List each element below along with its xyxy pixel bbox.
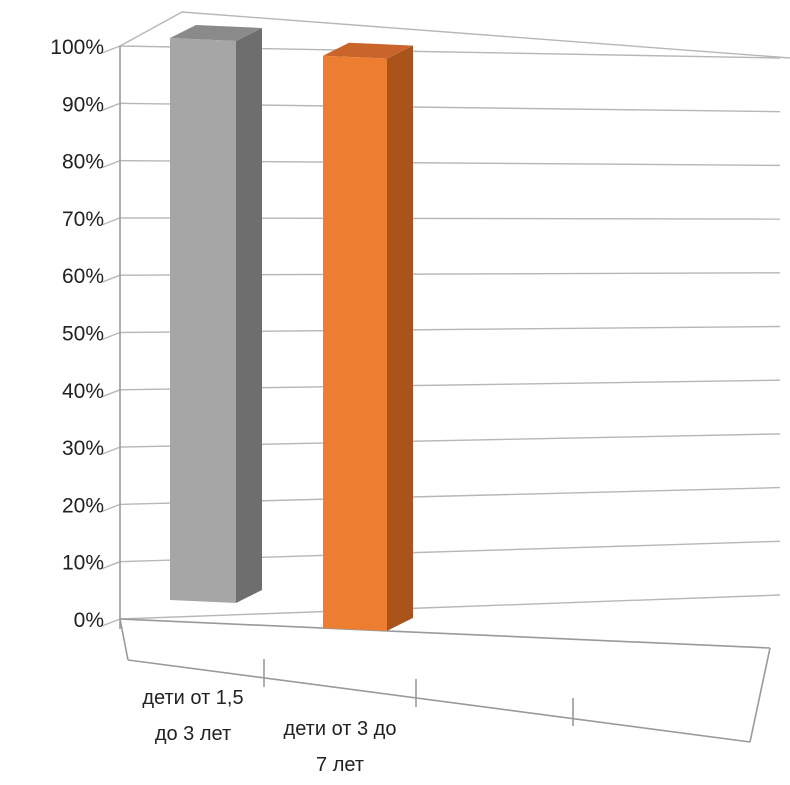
y-tick-label: 80% xyxy=(62,151,104,174)
floor-front-edge xyxy=(127,659,751,743)
x-category-label: 7 лет xyxy=(316,754,364,776)
y-tick-label: 100% xyxy=(50,36,104,59)
bar-front xyxy=(323,55,387,631)
bar-top xyxy=(323,42,413,59)
x-axis xyxy=(119,618,771,649)
y-tick-label: 10% xyxy=(62,552,104,575)
gridline-side xyxy=(101,331,121,341)
y-tick-label: 70% xyxy=(62,208,104,231)
gridline-side xyxy=(101,274,121,283)
gridline-side xyxy=(101,159,121,169)
y-tick-label: 30% xyxy=(62,437,104,460)
y-tick-label: 40% xyxy=(62,380,104,403)
y-tick-label: 50% xyxy=(62,323,104,346)
bar xyxy=(170,25,262,603)
x-category-label: дети от 1,5 xyxy=(142,687,243,709)
gridline-side xyxy=(101,618,121,627)
bar-top xyxy=(170,25,262,41)
bar-side xyxy=(236,27,262,603)
gridline-side xyxy=(101,45,121,54)
wall-depth-edge xyxy=(119,11,183,47)
gridline-side xyxy=(101,389,121,398)
gridline-side xyxy=(101,217,121,226)
y-tick-label: 60% xyxy=(62,265,104,288)
gridline-side xyxy=(101,503,121,513)
floor-right-edge xyxy=(749,647,771,743)
wall-top-edge xyxy=(181,11,790,59)
y-tick-label: 0% xyxy=(74,609,104,632)
y-tick-label: 20% xyxy=(62,494,104,517)
x-category-label: до 3 лет xyxy=(155,723,231,745)
bar xyxy=(323,42,413,631)
x-category-label: дети от 3 до xyxy=(284,718,397,740)
gridline-side xyxy=(101,561,121,570)
gridline-side xyxy=(101,446,121,455)
gridline xyxy=(119,594,781,620)
bar-side xyxy=(387,45,413,631)
bar-front xyxy=(170,38,236,603)
gridline-side xyxy=(101,102,121,111)
floor-left-edge xyxy=(119,618,129,661)
y-tick-label: 90% xyxy=(62,93,104,116)
